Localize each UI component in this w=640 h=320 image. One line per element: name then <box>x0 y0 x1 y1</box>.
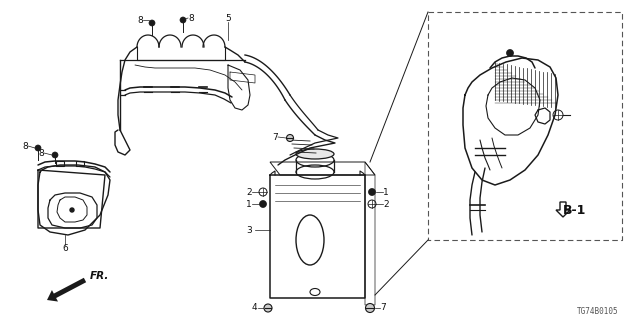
Text: 6: 6 <box>62 244 68 252</box>
Text: 3: 3 <box>246 226 252 235</box>
Ellipse shape <box>296 149 334 159</box>
Text: 2: 2 <box>383 199 388 209</box>
Text: 8: 8 <box>22 141 28 150</box>
Text: 1: 1 <box>246 199 252 209</box>
Circle shape <box>287 134 294 141</box>
Circle shape <box>369 188 376 196</box>
Circle shape <box>259 201 266 207</box>
Text: 8: 8 <box>38 148 44 157</box>
Text: 5: 5 <box>225 13 231 22</box>
Text: 2: 2 <box>246 188 252 196</box>
Circle shape <box>149 20 155 26</box>
Text: 8: 8 <box>137 15 143 25</box>
Circle shape <box>52 152 58 158</box>
Circle shape <box>35 145 41 151</box>
Circle shape <box>365 303 374 313</box>
Text: 7: 7 <box>380 303 386 313</box>
Circle shape <box>264 304 272 312</box>
Text: 7: 7 <box>272 132 278 141</box>
Circle shape <box>180 17 186 23</box>
Circle shape <box>70 208 74 212</box>
Text: B-1: B-1 <box>563 204 587 217</box>
Text: 8: 8 <box>188 13 194 22</box>
Circle shape <box>506 50 513 57</box>
Text: TG74B0105: TG74B0105 <box>577 308 619 316</box>
Text: FR.: FR. <box>90 271 109 281</box>
Text: 4: 4 <box>252 303 257 313</box>
FancyArrow shape <box>47 278 86 301</box>
Text: 1: 1 <box>383 188 388 196</box>
